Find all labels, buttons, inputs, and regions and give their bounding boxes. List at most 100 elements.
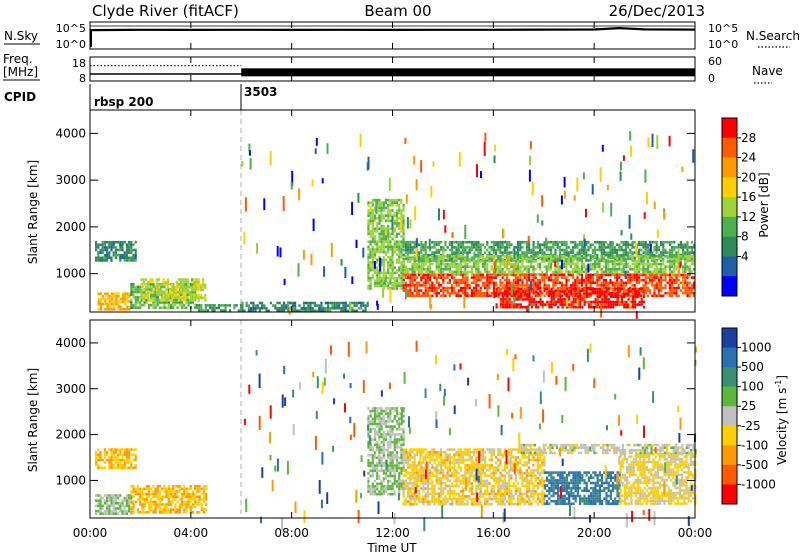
power-cell [543, 276, 546, 279]
power-cell [431, 281, 434, 285]
power-cell [519, 298, 522, 301]
power-cell [185, 283, 188, 286]
power-cell [387, 245, 390, 249]
power-colorbar-swatch [722, 236, 737, 257]
velocity-cell [141, 511, 144, 514]
power-sparse-cell [576, 300, 579, 307]
power-cell [175, 280, 178, 284]
power-cell [440, 260, 443, 263]
power-cell [514, 255, 517, 258]
power-sparse-cell [483, 141, 486, 156]
velocity-cell [134, 453, 137, 457]
power-cell [664, 240, 667, 244]
power-cell [415, 259, 418, 262]
power-cell [446, 246, 449, 249]
power-cell [552, 298, 555, 301]
power-cell [475, 265, 478, 268]
power-cell [666, 265, 669, 268]
power-cell [596, 260, 599, 263]
power-cell [117, 248, 120, 252]
power-cell [563, 260, 566, 263]
power-cell [395, 219, 399, 223]
power-cell [536, 284, 539, 287]
power-cell [532, 260, 535, 263]
power-cell [154, 293, 157, 296]
power-cell [422, 262, 425, 266]
power-cell [173, 286, 176, 289]
power-cell [640, 240, 643, 244]
velocity-cell [130, 511, 133, 514]
power-cell [590, 303, 593, 306]
power-cell [101, 259, 104, 262]
power-cell [448, 248, 451, 252]
power-cell [402, 214, 405, 217]
power-cell [486, 289, 489, 292]
velocity-cell [176, 511, 179, 514]
velocity-cell [130, 490, 133, 493]
velocity-cell [145, 485, 148, 488]
power-cell [389, 245, 392, 249]
power-colorbar-swatch [722, 197, 737, 218]
power-cell [594, 303, 597, 306]
power-cell [195, 278, 198, 281]
velocity-cell [380, 417, 383, 421]
power-cell [391, 198, 394, 202]
power-cell [625, 305, 628, 309]
power-cell [468, 284, 471, 287]
power-cell [572, 284, 575, 287]
power-cell [400, 240, 403, 243]
power-cell [411, 291, 414, 295]
power-cell [373, 253, 377, 256]
power-cell [176, 298, 179, 302]
power-cell [539, 273, 542, 277]
velocity-cell [187, 495, 190, 498]
power-cell [426, 286, 429, 290]
power-cell [364, 304, 367, 307]
power-cell [506, 298, 509, 301]
power-cell [535, 300, 538, 304]
power-cell [651, 278, 654, 282]
power-cell [596, 253, 599, 257]
power-cell [202, 280, 205, 284]
velocity-heatmap [95, 340, 697, 532]
power-cell [200, 306, 203, 310]
power-cell [613, 289, 616, 292]
power-cell [398, 253, 401, 256]
velocity-cell [180, 487, 184, 491]
velocity-cell [128, 450, 131, 454]
power-cell [395, 204, 399, 207]
power-cell [547, 255, 550, 258]
power-cell [455, 246, 458, 249]
power-cell [169, 303, 173, 307]
power-cell [528, 287, 531, 291]
power-cell [557, 300, 560, 304]
velocity-cell [134, 500, 137, 504]
power-cell [638, 292, 641, 296]
power-cell [508, 287, 511, 291]
power-cell [653, 260, 656, 263]
power-cell [684, 289, 687, 292]
power-cell [556, 246, 559, 249]
power-cell [108, 253, 111, 257]
velocity-cell [387, 466, 390, 470]
power-cell [413, 240, 416, 244]
power-cell [662, 260, 665, 263]
power-cell [525, 257, 528, 261]
power-cell [574, 300, 577, 304]
power-cell [420, 257, 423, 261]
power-cell [576, 260, 579, 263]
power-cell [333, 304, 336, 307]
power-cell [378, 284, 381, 288]
power-cell [633, 270, 636, 274]
power-cell [490, 240, 493, 244]
power-cell [528, 300, 531, 304]
velocity-cell [378, 446, 381, 449]
power-cell [121, 253, 124, 257]
power-cell [448, 268, 451, 271]
power-cell [688, 265, 691, 268]
power-cell [523, 294, 526, 298]
velocity-cell [378, 443, 381, 447]
power-cell [400, 201, 403, 204]
power-sparse-cell [415, 238, 418, 248]
power-cell [594, 262, 597, 266]
